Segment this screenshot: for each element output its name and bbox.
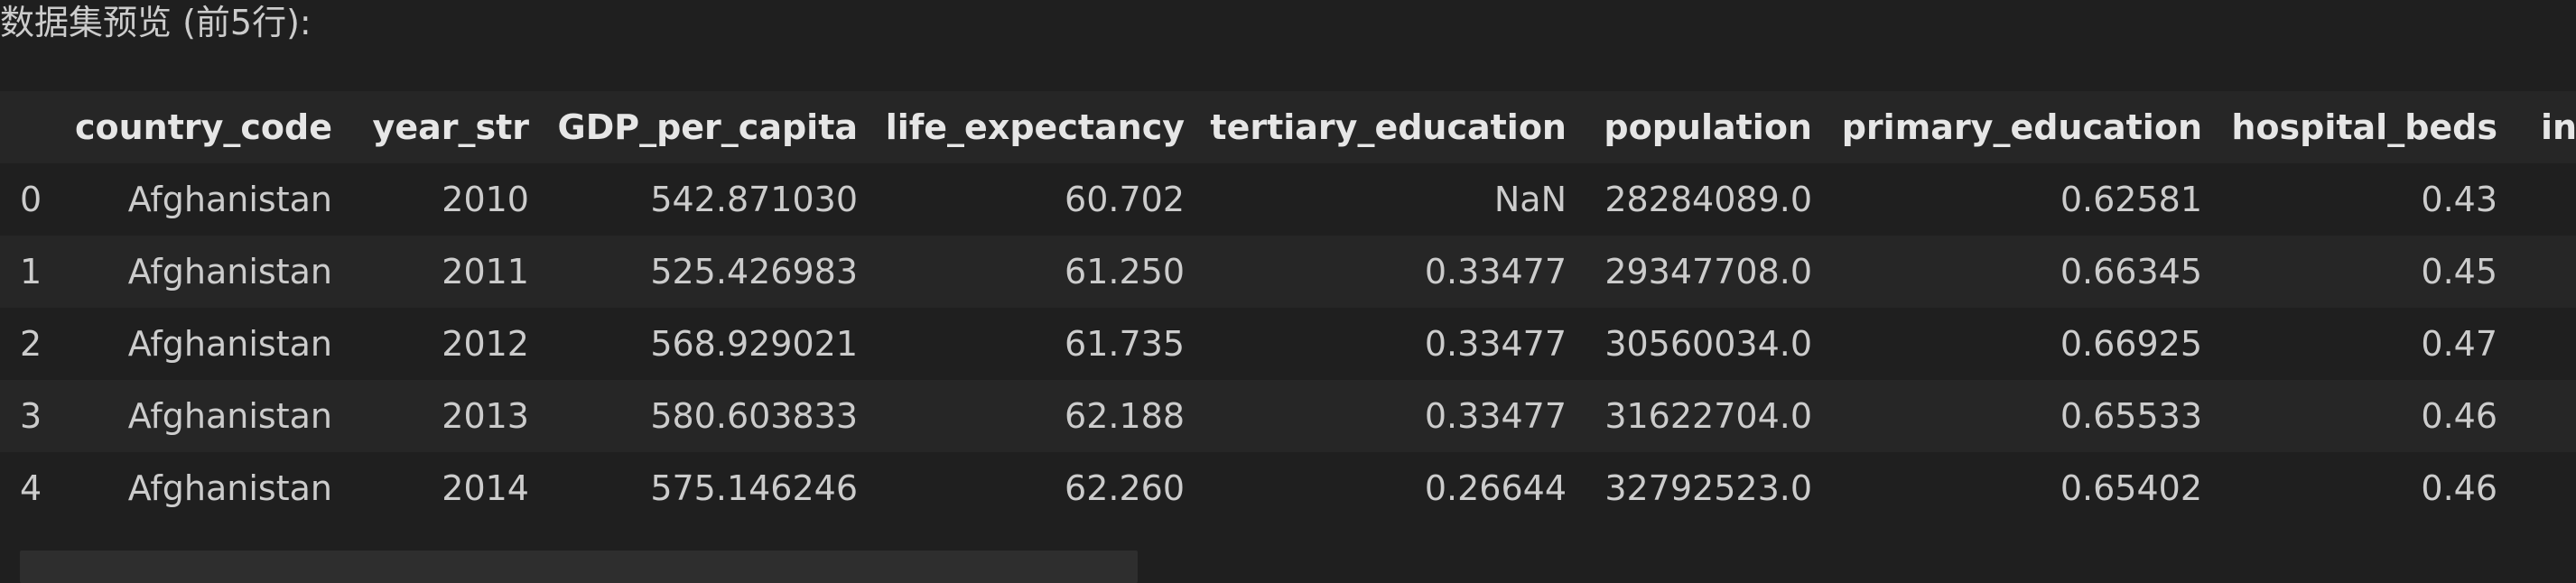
hospital-beds-cell: 0.46 [2421,468,2497,508]
life-expectancy-cell: 62.260 [1065,468,1185,508]
scrollbar-thumb[interactable] [20,551,1138,583]
hospital-beds-cell: 0.43 [2421,180,2497,219]
table-row: 0 Afghanistan 2010 542.871030 60.702 NaN… [0,163,2576,236]
population-cell: 31622704.0 [1604,396,1812,436]
population-cell: 28284089.0 [1604,180,1812,219]
tertiary-education-cell: 0.33477 [1424,396,1567,436]
gdp-per-capita-cell: 575.146246 [650,468,858,508]
dataframe-table: country_code year_str GDP_per_capita lif… [0,91,2576,524]
tertiary-education-cell: 0.33477 [1424,252,1567,292]
tertiary-education-cell: 0.26644 [1424,468,1567,508]
column-header-population: population [1604,107,1812,147]
hospital-beds-cell: 0.47 [2421,324,2497,364]
truncated-cell [2521,308,2576,380]
life-expectancy-cell: 62.188 [1065,396,1185,436]
gdp-per-capita-cell: 525.426983 [650,252,858,292]
year-str-cell: 2013 [442,396,529,436]
column-header-tertiary-education: tertiary_education [1210,107,1567,147]
year-str-cell: 2010 [442,180,529,219]
table-header-row: country_code year_str GDP_per_capita lif… [0,91,2576,163]
dataframe-table-container[interactable]: country_code year_str GDP_per_capita lif… [0,91,2576,524]
hospital-beds-cell: 0.46 [2421,396,2497,436]
gdp-per-capita-cell: 542.871030 [650,180,858,219]
country-code-cell: Afghanistan [127,468,332,508]
column-header-truncated: int [2541,107,2576,147]
primary-education-cell: 0.65533 [2060,396,2202,436]
primary-education-cell: 0.66925 [2060,324,2202,364]
primary-education-cell: 0.66345 [2060,252,2202,292]
column-header-year-str: year_str [372,107,529,147]
tertiary-education-cell: NaN [1493,180,1567,219]
row-index-cell: 2 [20,324,42,364]
column-header-gdp-per-capita: GDP_per_capita [557,107,859,147]
gdp-per-capita-cell: 580.603833 [650,396,858,436]
year-str-cell: 2011 [442,252,529,292]
row-index-cell: 1 [20,252,42,292]
life-expectancy-cell: 61.250 [1065,252,1185,292]
primary-education-cell: 0.62581 [2060,180,2202,219]
population-cell: 30560034.0 [1604,324,1812,364]
life-expectancy-cell: 61.735 [1065,324,1185,364]
country-code-cell: Afghanistan [127,396,332,436]
country-code-cell: Afghanistan [127,324,332,364]
gdp-per-capita-cell: 568.929021 [650,324,858,364]
hospital-beds-cell: 0.45 [2421,252,2497,292]
year-str-cell: 2012 [442,324,529,364]
column-header-index [0,91,61,163]
row-index-cell: 0 [20,180,42,219]
horizontal-scrollbar[interactable] [0,547,2576,583]
truncated-cell [2521,452,2576,524]
row-index-cell: 3 [20,396,42,436]
table-row: 3 Afghanistan 2013 580.603833 62.188 0.3… [0,380,2576,452]
life-expectancy-cell: 60.702 [1065,180,1185,219]
truncated-cell [2521,163,2576,236]
population-cell: 32792523.0 [1604,468,1812,508]
population-cell: 29347708.0 [1604,252,1812,292]
table-row: 1 Afghanistan 2011 525.426983 61.250 0.3… [0,236,2576,308]
year-str-cell: 2014 [442,468,529,508]
tertiary-education-cell: 0.33477 [1424,324,1567,364]
country-code-cell: Afghanistan [127,180,332,219]
column-header-life-expectancy: life_expectancy [885,107,1185,147]
country-code-cell: Afghanistan [127,252,332,292]
column-header-hospital-beds: hospital_beds [2231,107,2497,147]
table-row: 2 Afghanistan 2012 568.929021 61.735 0.3… [0,308,2576,380]
row-index-cell: 4 [20,468,42,508]
output-title: 数据集预览 (前5行): [0,3,312,42]
primary-education-cell: 0.65402 [2060,468,2202,508]
truncated-cell [2521,380,2576,452]
truncated-cell [2521,236,2576,308]
column-header-country-code: country_code [74,107,332,147]
table-row: 4 Afghanistan 2014 575.146246 62.260 0.2… [0,452,2576,524]
column-header-primary-education: primary_education [1841,107,2202,147]
